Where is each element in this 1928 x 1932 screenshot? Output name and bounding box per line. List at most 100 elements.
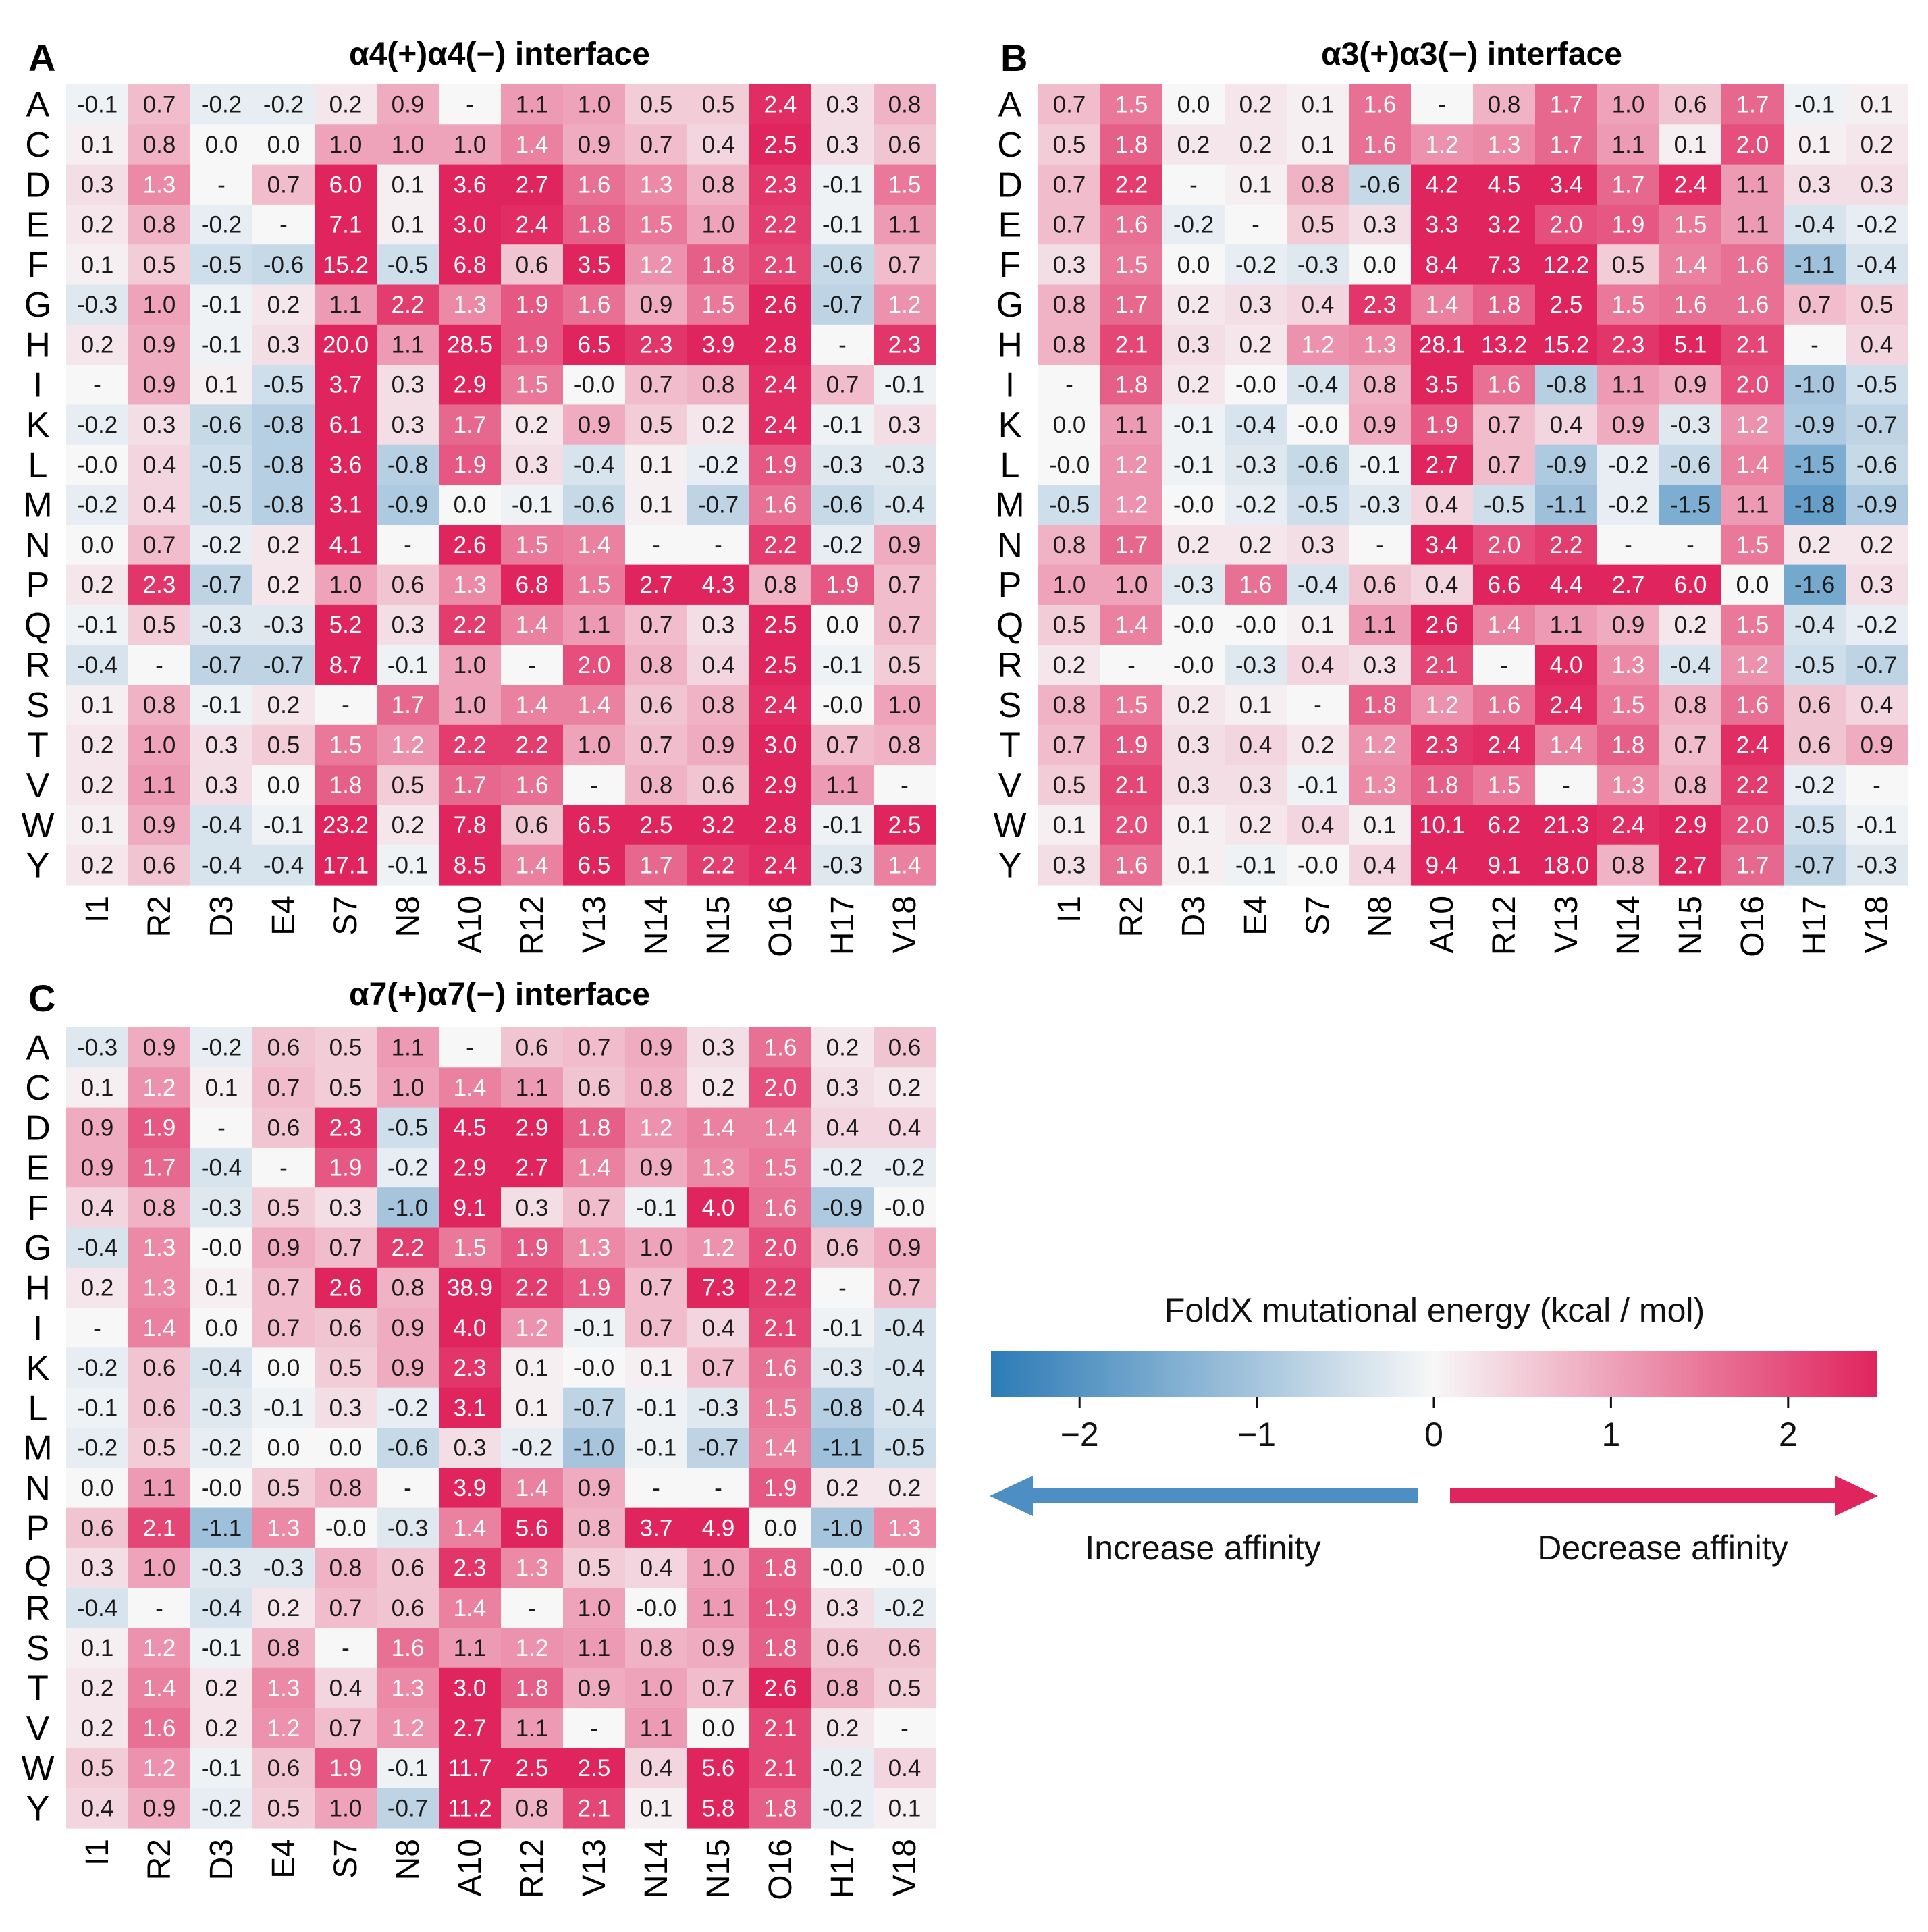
heatmap-b-label-D-R12: 4.5 bbox=[1488, 171, 1521, 198]
heatmap-b-label-N-O16: 1.5 bbox=[1736, 532, 1769, 558]
heatmap-b-cell-Y-A10 bbox=[1411, 844, 1474, 886]
heatmap-c-label-N-R12: 1.4 bbox=[516, 1475, 549, 1501]
heatmap-a-cell-D-E4 bbox=[252, 164, 315, 205]
heatmap-b-label-Q-N15: 0.2 bbox=[1674, 612, 1707, 639]
colorbar-tick-label: 0 bbox=[1424, 1416, 1443, 1453]
heatmap-b-label-V-V13: - bbox=[1562, 772, 1570, 799]
heatmap-b-label-F-O16: 1.6 bbox=[1736, 252, 1769, 278]
heatmap-b-row-label: N bbox=[997, 526, 1023, 565]
heatmap-a-cell-C-A10 bbox=[439, 124, 502, 165]
heatmap-a-label-E-O16: 2.2 bbox=[764, 212, 797, 238]
heatmap-c-label-K-E4: 0.0 bbox=[267, 1355, 300, 1381]
heatmap-c-cell-R-S7 bbox=[315, 1588, 377, 1629]
colorbar-legend: FoldX mutational energy (kcal / mol) −2−… bbox=[990, 1291, 1878, 1567]
heatmap-c-col-label: I1 bbox=[80, 1839, 115, 1866]
heatmap-c-cell-W-S7 bbox=[315, 1748, 377, 1789]
heatmap-a-cell-A-S7 bbox=[315, 84, 377, 125]
heatmap-b-cell-Q-S7 bbox=[1287, 604, 1349, 645]
heatmap-c-label-M-N14: -0.1 bbox=[636, 1435, 676, 1461]
heatmap-b-cell-E-O16 bbox=[1721, 204, 1784, 245]
heatmap-c-cell-L-A10 bbox=[439, 1387, 502, 1428]
heatmap-a-label-P-R12: 6.8 bbox=[516, 572, 549, 598]
heatmap-b-label-W-D3: 0.1 bbox=[1177, 812, 1210, 838]
heatmap-c-label-E-S7: 1.9 bbox=[329, 1155, 363, 1181]
heatmap-c-cell-W-V13 bbox=[563, 1748, 626, 1789]
heatmap-c-cell-I-V18 bbox=[874, 1308, 936, 1348]
heatmap-a-label-V-V18: - bbox=[901, 772, 909, 799]
heatmap-c-label-Q-N8: 0.6 bbox=[392, 1555, 425, 1582]
heatmap-c-cell-M-V18 bbox=[874, 1428, 936, 1468]
heatmap-a-label-G-R12: 1.9 bbox=[516, 292, 549, 318]
heatmap-b-cell-K-N15 bbox=[1659, 404, 1722, 446]
heatmap-a-label-V-D3: 0.3 bbox=[205, 772, 238, 799]
heatmap-a-cell-Y-R2 bbox=[128, 844, 191, 886]
heatmap-a-cell-D-R12 bbox=[501, 164, 564, 205]
heatmap-a-label-C-R12: 1.4 bbox=[516, 132, 549, 158]
heatmap-b-label-M-N14: -0.2 bbox=[1608, 492, 1649, 518]
heatmap-c-cell-L-R12 bbox=[501, 1387, 564, 1428]
heatmap-b-label-Q-V13: 1.1 bbox=[1550, 612, 1583, 639]
heatmap-c-label-A-V18: 0.6 bbox=[888, 1035, 921, 1061]
heatmap-c-cell-V-D3 bbox=[190, 1708, 253, 1748]
heatmap-c-label-C-I1: 0.1 bbox=[81, 1075, 114, 1101]
heatmap-c-label-E-A10: 2.9 bbox=[454, 1155, 487, 1181]
heatmap-a-label-N-S7: 4.1 bbox=[329, 532, 363, 558]
heatmap-a-cell-T-R12 bbox=[501, 724, 564, 766]
heatmap-c-label-Y-N14: 0.1 bbox=[640, 1795, 673, 1821]
heatmap-a-label-D-I1: 0.3 bbox=[81, 171, 114, 198]
heatmap-a-label-A-N14: 0.5 bbox=[640, 92, 673, 118]
heatmap-c-cell-I-N14 bbox=[625, 1308, 688, 1348]
heatmap-b-cell-F-V13 bbox=[1535, 244, 1598, 286]
heatmap-a-label-E-I1: 0.2 bbox=[81, 212, 114, 238]
heatmap-b-cell-P-N8 bbox=[1349, 564, 1412, 606]
heatmap-b-label-S-A10: 1.2 bbox=[1426, 692, 1459, 718]
heatmap-c-cell-T-N8 bbox=[377, 1667, 439, 1709]
heatmap-b-label-Q-S7: 0.1 bbox=[1302, 612, 1335, 639]
heatmap-b-cell-E-V18 bbox=[1846, 204, 1908, 245]
heatmap-b-label-T-N14: 1.8 bbox=[1612, 732, 1645, 759]
heatmap-a-cell-L-R12 bbox=[501, 444, 564, 485]
heatmap-c-cell-A-I1 bbox=[66, 1027, 129, 1068]
heatmap-a-cell-R-R12 bbox=[501, 645, 564, 686]
heatmap-b-cell-D-A10 bbox=[1411, 164, 1474, 205]
heatmap-a-cell-F-R12 bbox=[501, 244, 564, 286]
heatmap-c-label-H-D3: 0.1 bbox=[205, 1275, 238, 1302]
heatmap-b-label-Q-I1: 0.5 bbox=[1053, 612, 1086, 639]
heatmap-b-label-C-S7: 0.1 bbox=[1302, 132, 1335, 158]
heatmap-b-cell-T-A10 bbox=[1411, 724, 1474, 766]
heatmap-a-cell-D-H17 bbox=[811, 164, 874, 205]
heatmap-c-label-N-O16: 1.9 bbox=[764, 1475, 797, 1501]
heatmap-b-cell-I-V13 bbox=[1535, 365, 1598, 405]
heatmap-b-cell-E-V13 bbox=[1535, 204, 1598, 245]
heatmap-b-label-F-I1: 0.3 bbox=[1053, 252, 1086, 278]
heatmap-b-label-C-H17: 0.1 bbox=[1798, 132, 1831, 158]
heatmap-c-cell-H-N15 bbox=[687, 1267, 750, 1308]
heatmap-a-cell-N-I1 bbox=[66, 525, 129, 566]
heatmap-a-label-W-S7: 23.2 bbox=[323, 812, 369, 838]
heatmap-b-cell-R-N15 bbox=[1659, 645, 1722, 686]
heatmap-b-row-label: D bbox=[997, 165, 1023, 205]
heatmap-c-label-C-A10: 1.4 bbox=[454, 1075, 487, 1101]
heatmap-b-label-Y-V13: 18.0 bbox=[1543, 852, 1589, 878]
heatmap-c-cell-K-R12 bbox=[501, 1347, 564, 1389]
heatmap-a-cell-C-E4 bbox=[252, 124, 315, 165]
heatmap-b-cell-D-N14 bbox=[1597, 164, 1660, 205]
heatmap-a-label-T-S7: 1.5 bbox=[329, 732, 363, 759]
heatmap-a-label-L-E4: -0.8 bbox=[263, 452, 304, 478]
heatmap-b-label-Y-R12: 9.1 bbox=[1488, 852, 1521, 878]
heatmap-c-cell-Q-R12 bbox=[501, 1547, 564, 1588]
heatmap-b-label-F-R2: 1.5 bbox=[1115, 252, 1148, 278]
heatmap-b-label-E-A10: 3.3 bbox=[1426, 212, 1459, 238]
heatmap-b-cell-Q-N8 bbox=[1349, 604, 1412, 645]
heatmap-c-cell-C-O16 bbox=[749, 1067, 812, 1108]
heatmap-a-label-F-S7: 15.2 bbox=[323, 252, 369, 278]
heatmap-a-cell-A-E4 bbox=[252, 84, 315, 125]
heatmap-c-label-Q-E4: -0.3 bbox=[263, 1555, 304, 1582]
heatmap-a-label-N-E4: 0.2 bbox=[267, 532, 300, 558]
heatmap-b-cell-G-R2 bbox=[1100, 284, 1163, 325]
heatmap-b-cell-T-H17 bbox=[1784, 724, 1846, 766]
heatmap-a-cell-N-N8 bbox=[377, 525, 439, 566]
heatmap-b-cell-L-V18 bbox=[1846, 444, 1908, 485]
heatmap-a-label-A-R12: 1.1 bbox=[516, 92, 549, 118]
heatmap-b-label-I-N15: 0.9 bbox=[1674, 372, 1707, 398]
